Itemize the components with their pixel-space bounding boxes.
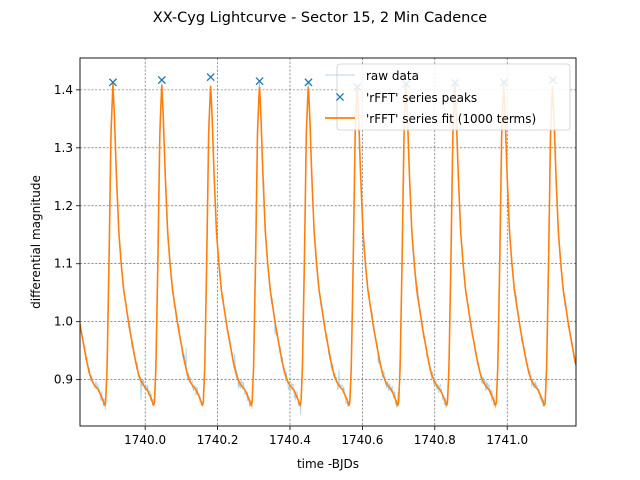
chart-title: XX-Cyg Lightcurve - Sector 15, 2 Min Cad… xyxy=(153,10,488,26)
peak-marker xyxy=(108,78,118,87)
legend-peak-swatch xyxy=(335,92,345,102)
x-tick-label: 1740.8 xyxy=(414,433,456,447)
y-tick-label: 1.4 xyxy=(54,83,73,97)
peak-marker xyxy=(206,73,215,82)
x-tick-label: 1740.4 xyxy=(269,433,311,447)
x-axis-label: time -BJDs xyxy=(297,457,359,471)
peak-marker xyxy=(304,78,313,87)
legend-box xyxy=(336,63,571,131)
axes-frame xyxy=(79,57,577,427)
x-tick-label: 1741.0 xyxy=(486,433,528,447)
legend-raw-label: raw data xyxy=(366,69,419,83)
plot-area xyxy=(80,80,576,415)
y-axis-ticks: 0.9 1.0 1.1 1.2 1.3 1.4 xyxy=(54,83,80,387)
x-tick-label: 1740.6 xyxy=(341,433,383,447)
legend-fit-label: 'rFFT' series fit (1000 terms) xyxy=(366,112,536,126)
peak-marker xyxy=(255,77,264,86)
peak-marker xyxy=(157,75,166,85)
x-axis-ticks: 1740.0 1740.2 1740.4 1740.6 1740.8 1741.0 xyxy=(124,426,528,447)
y-axis-label: differential magnitude xyxy=(29,175,43,309)
legend-peak-marker xyxy=(335,92,345,102)
y-tick-label: 1.1 xyxy=(54,257,73,271)
y-tick-label: 1.2 xyxy=(54,199,73,213)
y-tick-label: 0.9 xyxy=(54,373,73,387)
x-tick-label: 1740.0 xyxy=(124,433,166,447)
fit-series-line xyxy=(80,83,576,407)
legend-peaks-label: 'rFFT' series peaks xyxy=(366,91,477,105)
y-tick-label: 1.0 xyxy=(54,315,73,329)
legend: raw data 'rFFT' series peaks 'rFFT' seri… xyxy=(325,63,571,131)
x-tick-label: 1740.2 xyxy=(197,433,239,447)
y-tick-label: 1.3 xyxy=(54,141,73,155)
